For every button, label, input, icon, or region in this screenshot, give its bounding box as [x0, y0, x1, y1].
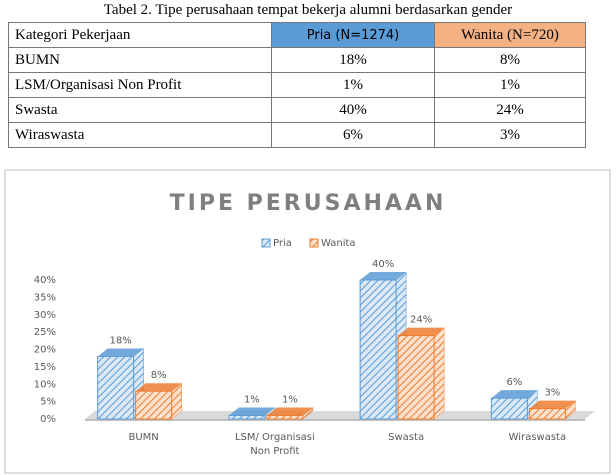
y-tick-label: 5% — [40, 397, 56, 408]
bar — [528, 408, 566, 420]
table-cell: 40% — [271, 97, 435, 123]
data-label: 18% — [110, 335, 132, 346]
y-tick-label: 35% — [34, 292, 56, 303]
bar — [490, 397, 528, 420]
table-cell: 8% — [434, 47, 586, 73]
bar — [397, 335, 435, 420]
data-label: 6% — [506, 377, 522, 388]
header-row: Kategori Pekerjaan Pria (N=1274) Wanita … — [8, 22, 586, 48]
bar-side — [433, 327, 445, 420]
y-tick-label: 25% — [34, 327, 56, 338]
table-row: BUMN 18% 8% — [8, 47, 586, 73]
bar — [135, 390, 173, 420]
bar-top — [360, 272, 407, 280]
data-label: 1% — [244, 395, 260, 406]
floor — [85, 411, 595, 419]
x-tick-label: Wiraswasta — [509, 432, 566, 443]
header-cell: Wanita (N=720) — [434, 22, 586, 48]
data-label: 3% — [544, 388, 560, 399]
table-cell: LSM/Organisasi Non Profit — [8, 72, 272, 98]
table-cell: Wiraswasta — [8, 122, 272, 148]
table-cell: 3% — [434, 122, 586, 148]
floor-edge — [85, 419, 585, 421]
y-tick-label: 15% — [34, 362, 56, 373]
data-label: 40% — [372, 259, 394, 270]
bar-top — [266, 407, 313, 416]
bar — [228, 415, 266, 420]
table-cell: 1% — [434, 72, 586, 98]
x-tick-label: BUMN — [128, 432, 158, 443]
bar-top — [491, 390, 538, 399]
bar-top — [97, 348, 144, 357]
bar-top — [398, 327, 445, 336]
y-tick-label: 10% — [34, 379, 56, 390]
table-cell: Swasta — [8, 97, 272, 123]
bar — [266, 415, 304, 420]
bar — [97, 355, 135, 420]
y-tick-label: 20% — [34, 345, 56, 356]
x-tick-label: Swasta — [388, 432, 424, 443]
y-tick-label: 0% — [40, 414, 56, 425]
data-label: 24% — [410, 315, 432, 326]
x-tick-label: LSM/ Organisasi Non Profit — [235, 432, 315, 457]
data-label: 1% — [282, 395, 298, 406]
bar-top — [529, 400, 576, 409]
data-label: 8% — [151, 370, 167, 381]
bar-top — [135, 383, 182, 392]
bar — [359, 279, 397, 420]
header-cell: Kategori Pekerjaan — [8, 22, 272, 48]
table-row: Wiraswasta 6% 3% — [8, 122, 586, 148]
chart-title: TIPE PERUSAHAAN — [170, 191, 447, 216]
table: Kategori Pekerjaan Pria (N=1274) Wanita … — [8, 22, 586, 148]
caption: Tabel 2. Tipe perusahaan tempat bekerja … — [103, 2, 513, 18]
y-tick-label: 30% — [34, 310, 56, 321]
legend-swatch — [309, 238, 319, 248]
legend-label: Wanita — [321, 238, 356, 249]
legend-label: Pria — [273, 238, 292, 249]
bar-top — [228, 407, 275, 416]
legend-swatch — [261, 238, 271, 248]
table-cell: 6% — [271, 122, 435, 148]
y-tick-label: 40% — [34, 275, 56, 286]
chart-frame — [4, 169, 611, 474]
